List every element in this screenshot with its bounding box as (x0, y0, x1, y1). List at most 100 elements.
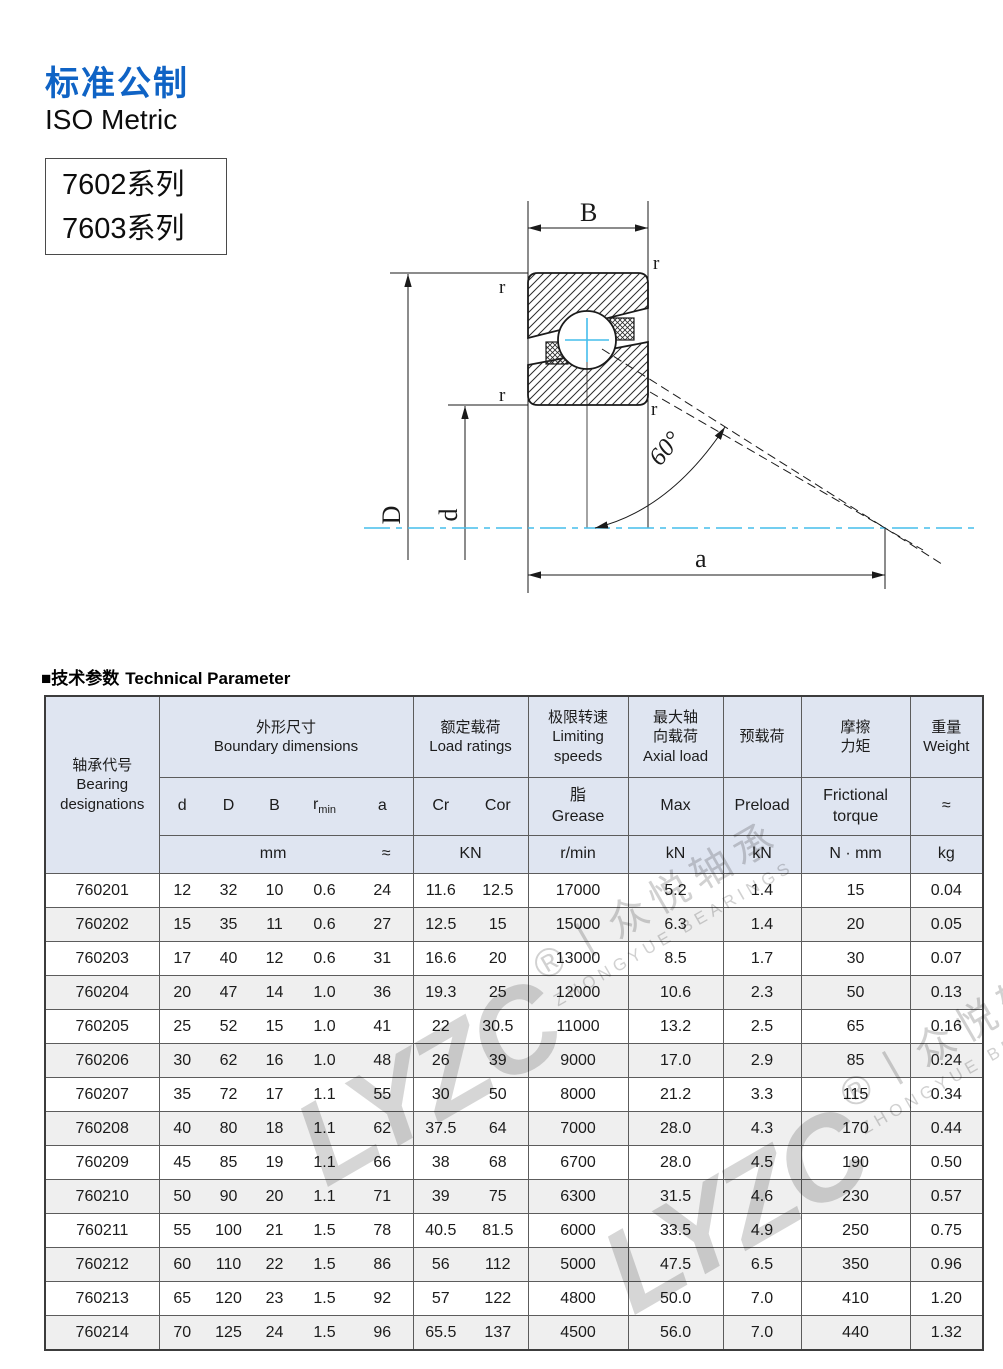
value-cell: 4.5 (722, 1145, 802, 1180)
ball-center-cross (565, 318, 609, 362)
value-cell: 17.0 (627, 1043, 724, 1078)
value-cell: 30 (412, 1077, 469, 1112)
dim-label-D: D (377, 506, 406, 525)
value-cell: 0.24 (909, 1043, 984, 1078)
unit-nmm: N · mm (800, 835, 911, 874)
unit-kn-preload: kN (722, 835, 802, 874)
group-header-frictional-torque: 摩擦 力矩 (800, 695, 911, 778)
value-cell: 190 (800, 1145, 911, 1180)
value-cell: 0.57 (909, 1179, 984, 1214)
value-cell: 1.32 (909, 1315, 984, 1350)
value-cell: 10.6 (627, 975, 724, 1010)
value-cell: 37.5 (412, 1111, 469, 1146)
dim-label-B: B (580, 198, 597, 227)
value-cell: 28.0 (627, 1111, 724, 1146)
value-cell: 22 (252, 1247, 297, 1282)
bearing-code-cell: 760204 (45, 975, 159, 1010)
value-cell: 3.3 (722, 1077, 802, 1112)
value-cell: 0.50 (909, 1145, 984, 1180)
value-cell: 92 (352, 1281, 414, 1316)
value-cell: 0.16 (909, 1009, 984, 1044)
series-7602: 7602系列 (62, 169, 185, 201)
value-cell: 35 (158, 1077, 205, 1112)
value-cell: 19.3 (412, 975, 469, 1010)
value-cell: 16.6 (412, 941, 469, 976)
bearing-code-cell: 760209 (45, 1145, 159, 1180)
technical-parameter-table: 轴承代号 Bearing designations 外形尺寸 Boundary … (44, 695, 985, 1351)
subheader-weight-approx: ≈ (909, 777, 984, 836)
value-cell: 230 (800, 1179, 911, 1214)
group-header-limiting-speeds: 极限转速 Limiting speeds (527, 695, 629, 778)
value-cell: 31.5 (627, 1179, 724, 1214)
value-cell: 16 (252, 1043, 297, 1078)
value-cell: 7.0 (722, 1315, 802, 1350)
table-row: 760203 17 40 12 0.6 31 16.6 20 13000 8.5 1.7 30 0.07 (45, 941, 984, 976)
bearing-rings (527, 272, 649, 406)
bearing-code-cell: 760214 (45, 1315, 159, 1350)
table-row: 760204 20 47 14 1.0 36 19.3 25 12000 10.6 2.3 50 0.1… (45, 975, 984, 1010)
subheader-frictional-torque: Frictional torque (800, 777, 911, 836)
unit-kn-load: KN (412, 835, 529, 874)
series-7603: 7603系列 (62, 212, 185, 245)
value-cell: 20 (158, 975, 205, 1010)
r-label-top-right: r (653, 253, 660, 274)
value-cell: 65 (158, 1281, 205, 1316)
value-cell: 1.1 (297, 1145, 352, 1180)
value-cell: 110 (205, 1247, 252, 1282)
value-cell: 62 (205, 1043, 252, 1078)
table-row: 760206 30 62 16 1.0 48 26 39 9000 17.0 2.9 85 0.24 (45, 1043, 984, 1078)
value-cell: 1.7 (722, 941, 802, 976)
value-cell: 6700 (527, 1145, 629, 1180)
value-cell: 2.9 (722, 1043, 802, 1078)
value-cell: 1.4 (722, 907, 802, 942)
value-cell: 6.3 (627, 907, 724, 942)
value-cell: 1.4 (722, 873, 802, 908)
value-cell: 0.6 (297, 941, 352, 976)
value-cell: 12 (252, 941, 297, 976)
value-cell: 350 (800, 1247, 911, 1282)
value-cell: 55 (158, 1213, 205, 1248)
value-cell: 40 (158, 1111, 205, 1146)
bearing-code-cell: 760211 (45, 1213, 159, 1248)
value-cell: 65.5 (412, 1315, 469, 1350)
value-cell: 25 (468, 975, 529, 1010)
value-cell: 440 (800, 1315, 911, 1350)
value-cell: 0.34 (909, 1077, 984, 1112)
value-cell: 5000 (527, 1247, 629, 1282)
table-row: 760213 65 120 23 1.5 92 57 122 4800 50.0 7.0 410 1.2… (45, 1281, 984, 1316)
value-cell: 65 (800, 1009, 911, 1044)
value-cell: 15 (800, 873, 911, 908)
value-cell: 21.2 (627, 1077, 724, 1112)
value-cell: 96 (352, 1315, 414, 1350)
bearing-code-cell: 760210 (45, 1179, 159, 1214)
r-label-bottom-left: r (499, 385, 506, 406)
value-cell: 19 (252, 1145, 297, 1180)
group-header-load-ratings: 额定载荷 Load ratings (412, 695, 529, 778)
page-title-chinese: 标准公制 (45, 65, 189, 103)
value-cell: 33.5 (627, 1213, 724, 1248)
value-cell: 52 (205, 1009, 252, 1044)
value-cell: 1.0 (297, 975, 352, 1010)
r-label-bottom-right: r (651, 399, 658, 420)
subheader-D: D (205, 777, 252, 836)
value-cell: 13.2 (627, 1009, 724, 1044)
value-cell: 8.5 (627, 941, 724, 976)
value-cell: 1.0 (297, 1009, 352, 1044)
value-cell: 11000 (527, 1009, 629, 1044)
value-cell: 78 (352, 1213, 414, 1248)
value-cell: 12.5 (468, 873, 529, 908)
value-cell: 112 (468, 1247, 529, 1282)
value-cell: 1.1 (297, 1111, 352, 1146)
value-cell: 30.5 (468, 1009, 529, 1044)
value-cell: 57 (412, 1281, 469, 1316)
value-cell: 2.3 (722, 975, 802, 1010)
value-cell: 32 (205, 873, 252, 908)
value-cell: 68 (468, 1145, 529, 1180)
subheader-rmin: rmin (297, 777, 352, 836)
value-cell: 47 (205, 975, 252, 1010)
value-cell: 28.0 (627, 1145, 724, 1180)
value-cell: 64 (468, 1111, 529, 1146)
value-cell: 6300 (527, 1179, 629, 1214)
value-cell: 85 (205, 1145, 252, 1180)
value-cell: 0.05 (909, 907, 984, 942)
